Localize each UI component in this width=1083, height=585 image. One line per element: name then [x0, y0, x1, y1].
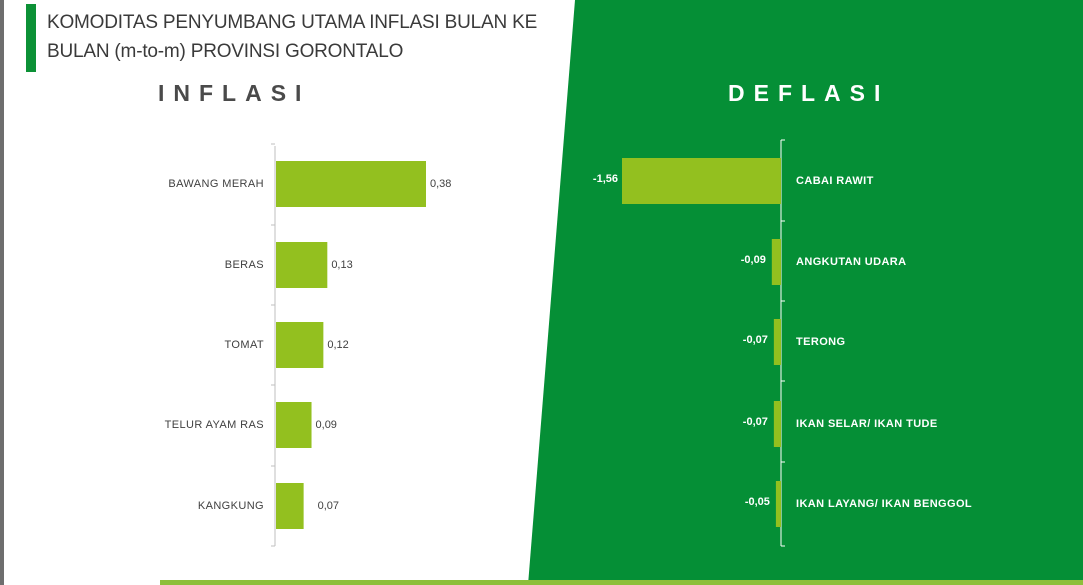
inflasi-category-label-3: TOMAT	[224, 339, 264, 351]
inflasi-value-label-1: 0,38	[430, 178, 452, 190]
inflasi-heading: INFLASI	[158, 80, 311, 106]
deflasi-bar-2	[771, 239, 781, 285]
inflasi-bar-4	[276, 402, 312, 448]
deflasi-category-label-4: IKAN SELAR/ IKAN TUDE	[796, 418, 938, 430]
inflasi-bar-3	[276, 322, 324, 368]
deflasi-value-label-2: -0,09	[740, 254, 766, 266]
deflasi-bar-5	[775, 481, 781, 527]
inflasi-category-label-5: KANGKUNG	[197, 500, 264, 512]
inflasi-bar-2	[276, 242, 328, 288]
title-accent-bar	[26, 4, 36, 72]
deflasi-value-label-3: -0,07	[742, 334, 768, 346]
inflasi-bar-5	[276, 483, 304, 529]
deflasi-category-label-3: TERONG	[796, 336, 846, 348]
deflasi-value-label-4: -0,07	[742, 416, 768, 428]
inflasi-category-label-1: BAWANG MERAH	[168, 178, 264, 190]
deflasi-value-label-5: -0,05	[744, 496, 770, 508]
deflasi-bar-1	[622, 158, 781, 204]
deflasi-category-label-1: CABAI RAWIT	[796, 175, 874, 187]
deflasi-bar-4	[773, 401, 781, 447]
inflasi-category-label-4: TELUR AYAM RAS	[164, 419, 264, 431]
deflasi-heading: DEFLASI	[728, 80, 890, 106]
page-title: KOMODITAS PENYUMBANG UTAMA INFLASI BULAN…	[47, 8, 567, 66]
bottom-accent-line	[160, 580, 1083, 585]
page-title-line-2: BULAN (m-to-m) PROVINSI GORONTALO	[47, 41, 404, 62]
inflasi-value-label-3: 0,12	[327, 339, 349, 351]
deflasi-category-label-5: IKAN LAYANG/ IKAN BENGGOL	[796, 498, 973, 510]
inflasi-bar-1	[276, 161, 426, 207]
page-title-line-1: KOMODITAS PENYUMBANG UTAMA INFLASI BULAN…	[47, 12, 538, 33]
inflasi-category-label-2: BERAS	[224, 259, 264, 271]
inflasi-value-label-2: 0,13	[331, 259, 353, 271]
deflasi-bar-3	[773, 319, 781, 365]
deflasi-value-label-1: -1,56	[592, 173, 618, 185]
deflasi-category-label-2: ANGKUTAN UDARA	[796, 256, 907, 268]
left-edge-strip	[0, 0, 4, 585]
inflasi-value-label-4: 0,09	[315, 419, 337, 431]
inflasi-value-label-5: 0,07	[317, 500, 340, 512]
